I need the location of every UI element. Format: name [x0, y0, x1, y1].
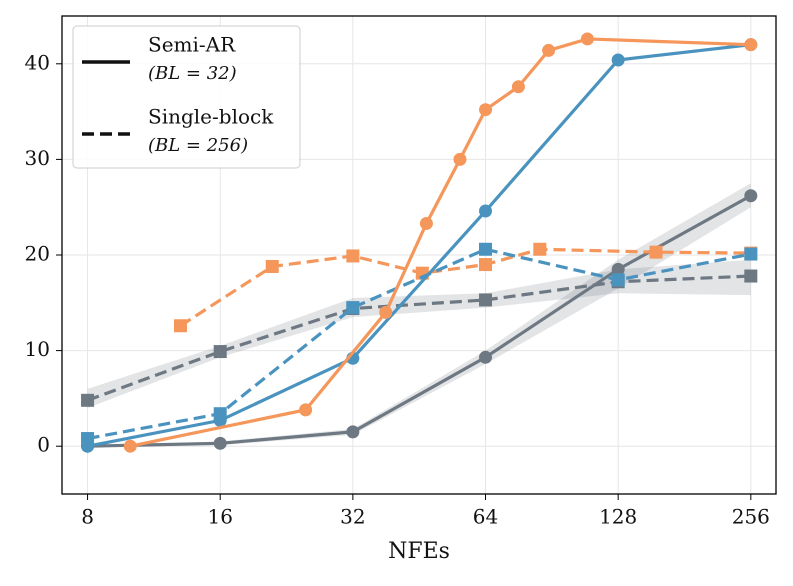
- marker: [580, 32, 594, 46]
- series-line: [129, 37, 751, 448]
- marker: [453, 152, 467, 166]
- marker: [744, 189, 758, 203]
- marker: [511, 80, 525, 94]
- y-tick-label: 40: [25, 50, 50, 74]
- marker: [265, 259, 279, 273]
- marker: [123, 439, 137, 453]
- x-tick-label: 8: [81, 505, 94, 529]
- y-tick-label: 0: [37, 433, 50, 457]
- legend-sublabel: (BL = 256): [148, 135, 248, 156]
- marker: [213, 345, 227, 359]
- legend-label: Semi-AR: [148, 33, 236, 57]
- marker: [419, 216, 433, 230]
- error-band: [87, 259, 751, 408]
- marker: [299, 403, 313, 417]
- marker: [611, 262, 625, 276]
- marker: [346, 425, 360, 439]
- marker: [542, 43, 556, 57]
- y-tick-label: 30: [25, 146, 50, 170]
- marker: [744, 38, 758, 52]
- series-line: [87, 194, 752, 448]
- marker: [744, 247, 758, 261]
- series-line: [87, 43, 752, 448]
- error-band: [87, 183, 751, 447]
- marker: [346, 301, 360, 315]
- marker: [213, 436, 227, 450]
- x-tick-label: 16: [207, 505, 232, 529]
- x-tick-label: 64: [473, 505, 498, 529]
- marker: [479, 258, 493, 272]
- marker: [479, 103, 493, 117]
- series-line: [179, 247, 751, 328]
- marker: [744, 269, 758, 283]
- marker: [611, 53, 625, 67]
- legend-label: Single-block: [148, 105, 274, 129]
- marker: [611, 273, 625, 287]
- marker: [213, 413, 227, 427]
- marker: [173, 319, 187, 333]
- marker: [649, 245, 663, 259]
- marker: [81, 439, 95, 453]
- marker: [533, 242, 547, 256]
- marker: [479, 293, 493, 307]
- series-line: [87, 274, 751, 402]
- marker: [346, 249, 360, 263]
- x-tick-label: 256: [732, 505, 770, 529]
- marker: [81, 393, 95, 407]
- y-tick-label: 20: [25, 242, 50, 266]
- x-tick-label: 32: [340, 505, 365, 529]
- marker: [479, 204, 493, 218]
- plot-frame: [61, 15, 777, 495]
- legend-sublabel: (BL = 32): [148, 63, 237, 84]
- marker: [479, 350, 493, 364]
- x-tick-label: 128: [599, 505, 637, 529]
- marker: [479, 242, 493, 256]
- x-axis-label: NFEs: [388, 539, 450, 564]
- y-tick-label: 10: [25, 337, 50, 361]
- marker: [379, 305, 393, 319]
- series-line: [87, 247, 752, 441]
